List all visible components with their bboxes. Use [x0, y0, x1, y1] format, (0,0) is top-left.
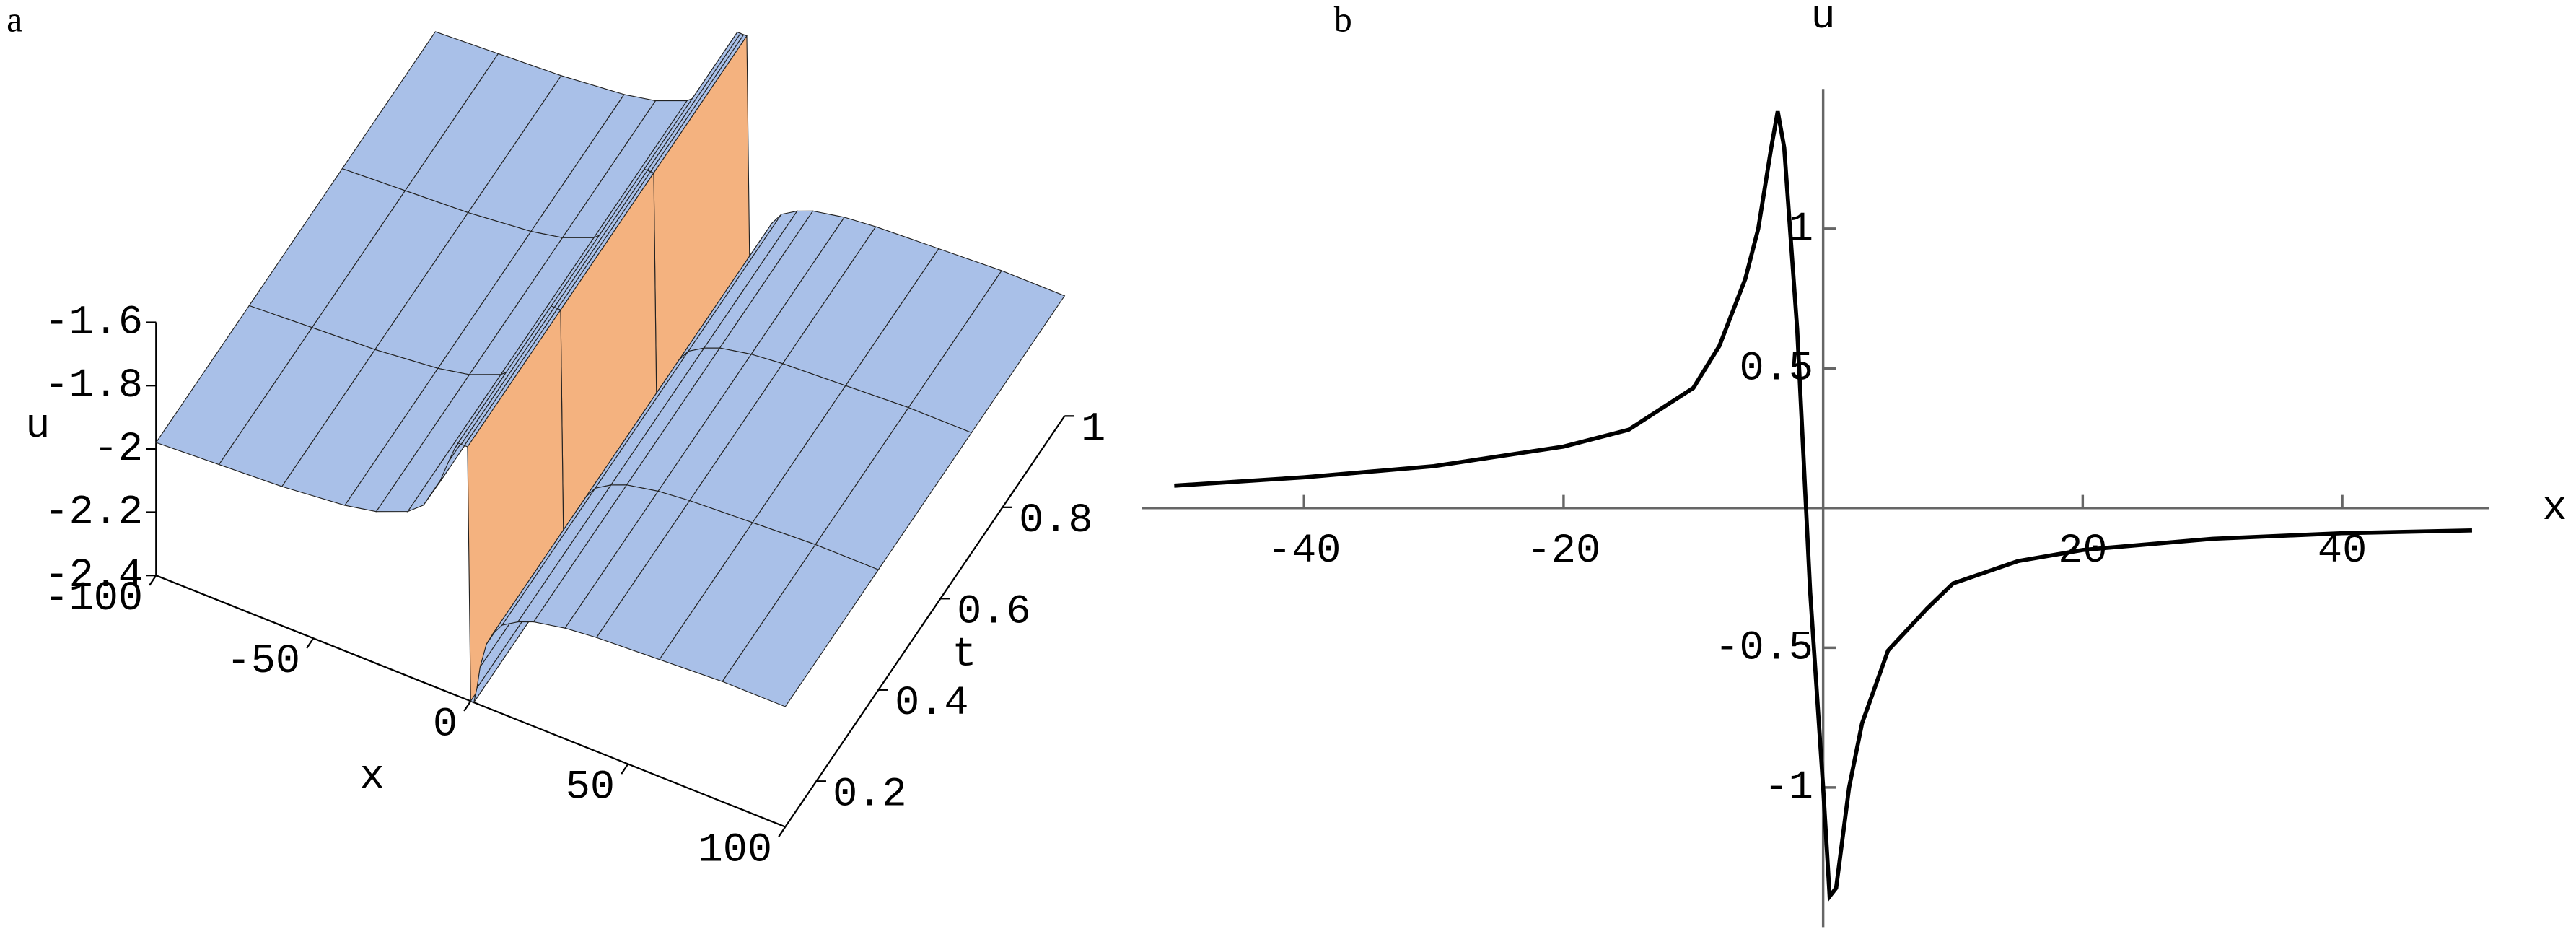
u-tick-label: -2.4: [44, 553, 143, 599]
x-tick-label: -40: [1267, 528, 1341, 575]
x-axis-label: x: [2542, 486, 2567, 532]
u-tick-label: -1.6: [44, 300, 143, 346]
u-tick-label: -2: [94, 427, 143, 473]
t-tick-label: 0.8: [1019, 498, 1092, 544]
x-tick-label: -100: [44, 576, 143, 622]
x-tick-label: -50: [227, 639, 300, 685]
x-tick: [149, 575, 157, 586]
line: [1174, 110, 2473, 902]
x-tick: [306, 637, 315, 649]
x-tick-label: 40: [2318, 528, 2367, 575]
x-tick-label: -20: [1527, 528, 1600, 575]
t-tick-label: 0.6: [957, 590, 1030, 636]
x-tick: [463, 700, 472, 712]
t-tick-label: 1: [1081, 407, 1105, 453]
surface-cell: [722, 544, 880, 707]
u-tick-label: -2.2: [44, 490, 143, 536]
u-axis-label: u: [25, 404, 50, 450]
y-tick-label: 0.5: [1740, 346, 1813, 392]
t-tick-label: 0.4: [895, 681, 968, 727]
x-axis-label: x: [360, 754, 385, 801]
u-tick-label: -1.8: [44, 363, 143, 409]
x-tick-label: 0: [433, 702, 457, 748]
y-tick-label: -1: [1764, 765, 1813, 811]
panel-label: a: [6, 0, 22, 40]
y-axis-label: u: [1811, 0, 1836, 40]
y-tick-label: -0.5: [1714, 625, 1813, 671]
x-tick: [621, 763, 629, 775]
x-tick: [778, 826, 787, 837]
t-axis-label: t: [952, 632, 976, 679]
x-tick-label: 50: [566, 764, 615, 811]
panel-label: b: [1334, 0, 1352, 40]
t-tick-label: 0.2: [833, 772, 906, 819]
x-tick-label: 100: [698, 827, 772, 873]
axis-line: [784, 415, 1066, 828]
